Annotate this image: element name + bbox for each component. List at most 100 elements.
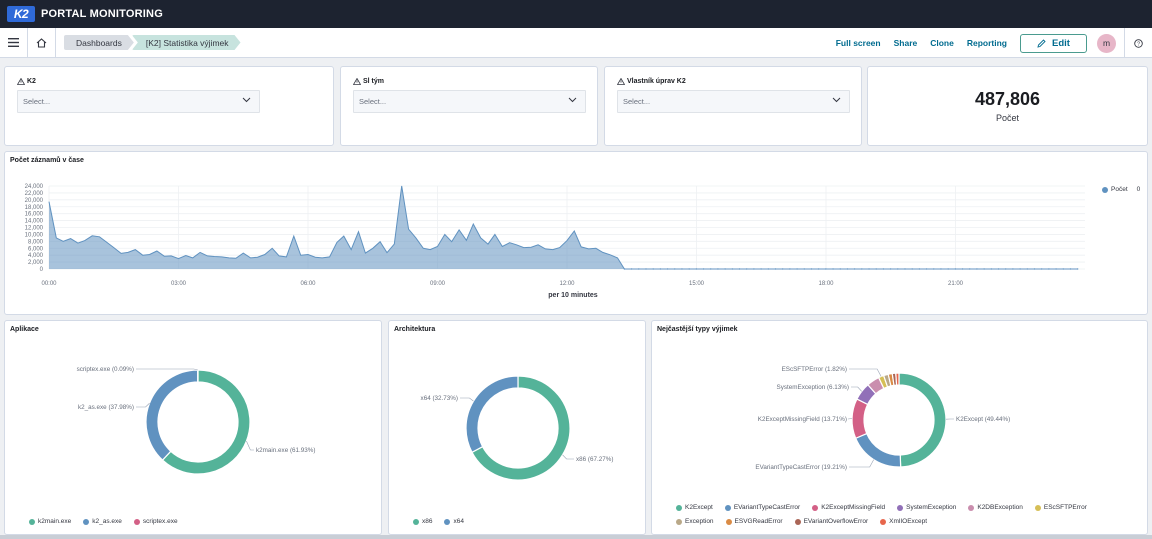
data-point bbox=[781, 268, 784, 270]
control-label: Sl tým bbox=[353, 78, 384, 85]
x-tick-label: 12:00 bbox=[559, 281, 575, 287]
data-point bbox=[724, 268, 726, 270]
data-point bbox=[666, 268, 669, 270]
data-point bbox=[853, 268, 856, 270]
x-tick-label: 06:00 bbox=[300, 281, 316, 287]
owner-select[interactable]: Select... bbox=[617, 90, 850, 113]
series-line[interactable] bbox=[48, 185, 1078, 270]
panel-title: Aplikace bbox=[10, 326, 39, 333]
legend-label[interactable]: ESVGReadError bbox=[734, 518, 783, 525]
data-point bbox=[753, 268, 755, 270]
clone-link[interactable]: Clone bbox=[930, 38, 954, 48]
chevron-down-icon bbox=[242, 97, 251, 103]
edit-button[interactable]: Edit bbox=[1020, 33, 1087, 53]
reporting-link[interactable]: Reporting bbox=[966, 38, 1007, 48]
legend-dot bbox=[83, 518, 90, 525]
legend-label[interactable]: EVariantTypeCastError bbox=[733, 504, 801, 511]
control-label: Vlastník úprav K2 bbox=[617, 78, 686, 85]
pie-slice[interactable] bbox=[145, 369, 199, 461]
legend-label[interactable]: x86 bbox=[422, 518, 433, 525]
y-tick-label: 4,000 bbox=[28, 253, 44, 259]
legend-label[interactable]: k2_as.exe bbox=[92, 518, 122, 525]
legend-dot bbox=[413, 518, 419, 525]
x-tick-label: 09:00 bbox=[430, 281, 446, 287]
pie-slice[interactable] bbox=[898, 372, 947, 468]
slice-label: K2ExceptMissingField (13.71%) bbox=[758, 416, 847, 423]
y-tick-label: 24,000 bbox=[25, 184, 44, 190]
pie-slice[interactable] bbox=[465, 375, 519, 454]
menu-button[interactable] bbox=[0, 27, 28, 58]
data-point bbox=[674, 268, 676, 270]
data-point bbox=[652, 268, 654, 270]
data-point bbox=[969, 268, 971, 270]
legend-label[interactable]: x64 bbox=[453, 518, 464, 525]
data-point bbox=[1055, 268, 1057, 270]
arch-donut-chart[interactable]: x86 (67.27%) x64 (32.73%) bbox=[389, 321, 647, 536]
pie-slice[interactable] bbox=[854, 432, 902, 468]
legend-label[interactable]: K2Except bbox=[685, 504, 713, 511]
x-tick-label: 00:00 bbox=[41, 281, 57, 287]
data-point bbox=[710, 268, 712, 270]
series-area[interactable] bbox=[49, 186, 1078, 269]
legend-label[interactable]: EScSFTPError bbox=[1043, 504, 1087, 511]
data-point bbox=[659, 268, 662, 270]
exceptions-donut-chart[interactable]: K2Except (49.44%) EVariantTypeCastError (… bbox=[652, 321, 1149, 536]
data-point bbox=[1040, 268, 1043, 270]
y-tick-label: 14,000 bbox=[25, 219, 44, 225]
x-tick-label: 03:00 bbox=[171, 281, 187, 287]
legend-dot bbox=[725, 518, 732, 525]
legend-label[interactable]: Exception bbox=[685, 518, 714, 525]
legend-label[interactable]: SystemException bbox=[906, 504, 957, 511]
data-point bbox=[861, 268, 863, 270]
legend-label[interactable]: EVariantOverflowError bbox=[803, 518, 869, 525]
legend-dot bbox=[676, 518, 682, 525]
y-tick-label: 12,000 bbox=[25, 226, 44, 232]
data-point bbox=[940, 268, 942, 270]
timeseries-chart[interactable]: 02,0004,0006,0008,00010,00012,00014,0001… bbox=[5, 152, 1149, 316]
callout-line bbox=[849, 368, 882, 377]
pie-slice[interactable] bbox=[895, 372, 900, 386]
breadcrumb-dashboards[interactable]: Dashboards bbox=[64, 35, 134, 50]
data-point bbox=[918, 268, 921, 270]
help-button[interactable]: ? bbox=[1124, 28, 1152, 58]
home-button[interactable] bbox=[28, 27, 56, 58]
slice-label: k2_as.exe (37.98%) bbox=[78, 404, 134, 411]
legend-label[interactable]: K2ExceptMissingField bbox=[821, 504, 886, 511]
apps-donut-chart[interactable]: k2main.exe (61.93%) k2_as.exe (37.98%) scr… bbox=[5, 321, 383, 536]
select-placeholder: Select... bbox=[23, 97, 51, 106]
data-point bbox=[925, 268, 928, 270]
control-label: K2 bbox=[17, 78, 36, 85]
timeseries-panel: Počet záznamů v čase 0 2,000 4,000 6,000 8,0… bbox=[4, 151, 1148, 315]
panel-title: Počet záznamů v čase bbox=[10, 157, 84, 164]
k2-logo[interactable]: K2 bbox=[7, 6, 35, 22]
y-tick-label: 20,000 bbox=[25, 198, 44, 204]
full-screen-link[interactable]: Full screen bbox=[835, 38, 881, 48]
chevron-down-icon bbox=[832, 97, 841, 103]
k2-select[interactable]: Select... bbox=[17, 90, 260, 113]
timeseries-legend[interactable]: Počet 0 bbox=[1102, 186, 1140, 193]
legend-label[interactable]: XmlIOExcept bbox=[889, 518, 928, 525]
control-label-text: K2 bbox=[27, 78, 36, 85]
legend-label[interactable]: scriptex.exe bbox=[142, 518, 178, 525]
x-axis-label: per 10 minutes bbox=[548, 292, 598, 299]
pie-slice[interactable] bbox=[851, 398, 869, 440]
slice-label: k2main.exe (61.93%) bbox=[256, 447, 316, 454]
x-tick-label: 18:00 bbox=[818, 281, 834, 287]
y-tick-label: 2,000 bbox=[28, 260, 44, 266]
share-link[interactable]: Share bbox=[893, 38, 918, 48]
avatar[interactable]: m bbox=[1097, 33, 1116, 53]
nav-actions: Full screen Share Clone Reporting Edit m… bbox=[836, 28, 1152, 58]
page-bottom-edge bbox=[0, 535, 1152, 539]
legend-dot bbox=[724, 504, 731, 511]
team-select[interactable]: Select... bbox=[353, 90, 586, 113]
exceptions-legend-row-1: K2Except EVariantTypeCastError K2ExceptM… bbox=[676, 504, 1087, 511]
legend-label[interactable]: k2main.exe bbox=[38, 518, 72, 525]
legend-label[interactable]: K2DBException bbox=[977, 504, 1023, 511]
callout-line bbox=[849, 459, 874, 468]
slice-label: SystemException (6.13%) bbox=[777, 384, 849, 391]
help-icon: ? bbox=[1134, 38, 1143, 48]
legend-dot bbox=[1102, 186, 1108, 193]
y-tick-label: 6,000 bbox=[28, 246, 44, 252]
exceptions-panel: Nejčastější typy výjimek K2Except (49.44… bbox=[651, 320, 1148, 535]
legend-dot bbox=[897, 504, 904, 511]
